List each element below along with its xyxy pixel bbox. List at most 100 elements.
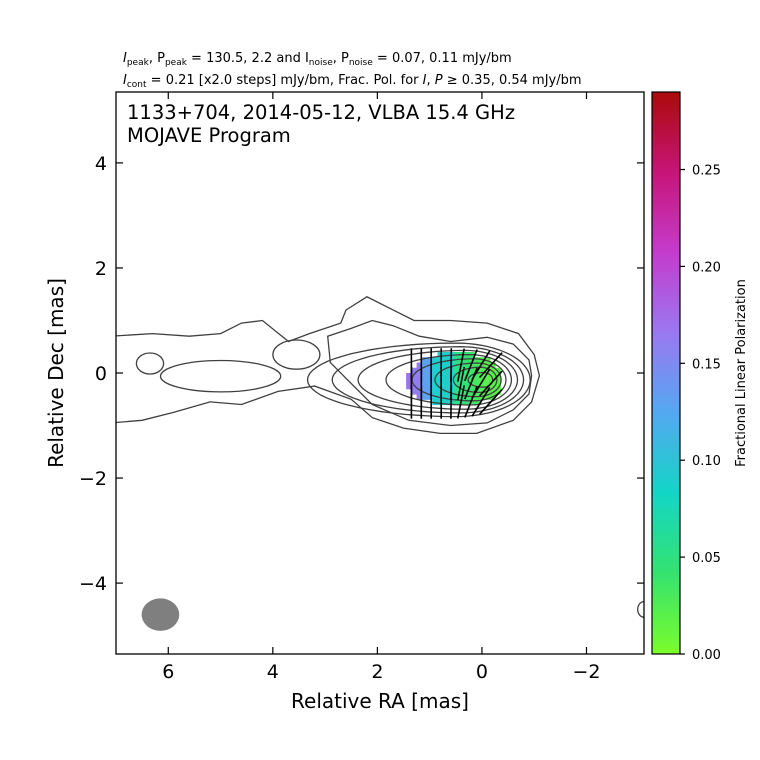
pol-pixel [479, 367, 486, 374]
pol-pixel [458, 388, 465, 395]
pol-pixel [468, 357, 475, 364]
pol-pixel [495, 383, 501, 390]
pol-pixel [484, 357, 491, 364]
pol-pixel [453, 388, 460, 395]
pol-pixel [432, 357, 439, 364]
pol-pixel [463, 394, 470, 400]
pol-pixel [495, 388, 501, 395]
pol-pixel [421, 388, 428, 395]
pol-pixel [421, 362, 428, 369]
pol-pixel [453, 367, 460, 374]
pol-pixel [416, 383, 423, 390]
colorbar-tick-label: 0.05 [692, 551, 721, 566]
pol-pixel [463, 383, 470, 390]
pol-pixel [406, 383, 412, 390]
contour-line [385, 353, 513, 406]
evpa-vector [471, 387, 491, 417]
pol-pixel [479, 394, 486, 400]
evpa-vector [479, 370, 503, 397]
contour-island [135, 352, 165, 375]
pol-pixel [416, 388, 423, 395]
contour-line [411, 358, 507, 402]
pol-pixel [432, 367, 439, 374]
pol-pixel [421, 367, 428, 374]
program-annotation: MOJAVE Program [127, 124, 291, 147]
pol-pixel [479, 362, 486, 369]
pol-pixel [489, 388, 496, 395]
pol-pixel [489, 383, 496, 390]
pol-pixel [411, 388, 418, 395]
evpa-vector [479, 388, 503, 415]
x-axis-label: Relative RA [mas] [291, 689, 469, 713]
pol-pixel [468, 367, 475, 374]
pol-pixel [484, 378, 491, 385]
pol-pixel [468, 362, 475, 369]
pol-pixel [442, 351, 449, 358]
pol-pixel [411, 367, 418, 374]
colorbar-label: Fractional Linear Polarization [734, 279, 749, 467]
pol-pixel [463, 378, 470, 385]
evpa-vector [457, 348, 465, 382]
pol-pixel [474, 399, 480, 406]
pol-pixel [463, 399, 470, 406]
pol-pixel [421, 378, 428, 385]
source-annotation: 1133+704, 2014-05-12, VLBA 15.4 GHz [127, 101, 515, 124]
plot-frame [115, 91, 645, 655]
colorbar-tick-label: 0.00 [692, 648, 721, 663]
pol-pixel [468, 399, 475, 406]
contour-island [272, 339, 321, 370]
pol-pixel [479, 383, 486, 390]
tick-labels: 6 4 2 0 −2 4 2 0 −2 −4 [79, 153, 601, 683]
pol-pixel [463, 357, 470, 364]
pol-pixel [432, 362, 439, 369]
x-tick-label: −2 [572, 661, 600, 683]
pol-pixel [474, 373, 480, 379]
contour-layer [116, 296, 644, 618]
contour-island [637, 600, 644, 618]
colorbar-tick-label: 0.15 [692, 357, 721, 372]
pol-pixel [453, 378, 460, 385]
pol-pixel [489, 362, 496, 369]
pol-pixel [489, 373, 496, 379]
pol-pixel [442, 357, 449, 364]
pol-pixel [468, 383, 475, 390]
evpa-vector [479, 352, 503, 379]
header-line-2: Icont = 0.21 [x2.0 steps] mJy/bm, Frac. … [123, 73, 582, 90]
pol-pixel [484, 367, 491, 374]
pol-pixel [427, 373, 433, 379]
x-tick-label: 4 [267, 661, 279, 683]
contour-line [306, 342, 531, 418]
pol-pixel [416, 378, 423, 385]
y-tick-label: 2 [95, 258, 107, 280]
x-tick-label: 0 [476, 661, 488, 683]
evpa-vector [457, 385, 465, 419]
x-tick-label: 2 [371, 661, 383, 683]
pol-pixel [453, 383, 460, 390]
pol-pixel [453, 373, 460, 379]
evpa-vector [471, 368, 491, 399]
pol-pixel [442, 378, 449, 385]
contour-island [159, 359, 282, 393]
pol-pixel [453, 394, 460, 400]
evpa-vector [471, 350, 491, 380]
beam-ellipse [141, 598, 180, 631]
contour-line [327, 319, 533, 427]
pol-pixel [458, 383, 465, 390]
pol-pixel [427, 388, 433, 395]
colorbar-ticks [680, 168, 685, 655]
pol-pixel [416, 373, 423, 379]
pol-pixel [484, 394, 491, 400]
y-tick-label: 0 [95, 363, 107, 385]
pol-pixel [458, 373, 465, 379]
pol-pixel [484, 373, 491, 379]
y-axis-label: Relative Dec [mas] [44, 278, 68, 468]
pol-pixel [453, 399, 460, 406]
pol-pixel [442, 383, 449, 390]
evpa-vector [464, 385, 478, 418]
pol-pixel [427, 367, 433, 374]
pol-pixel [416, 367, 423, 374]
pol-pixel [421, 357, 428, 364]
contour-line [434, 362, 502, 398]
pol-pixel [416, 394, 423, 400]
